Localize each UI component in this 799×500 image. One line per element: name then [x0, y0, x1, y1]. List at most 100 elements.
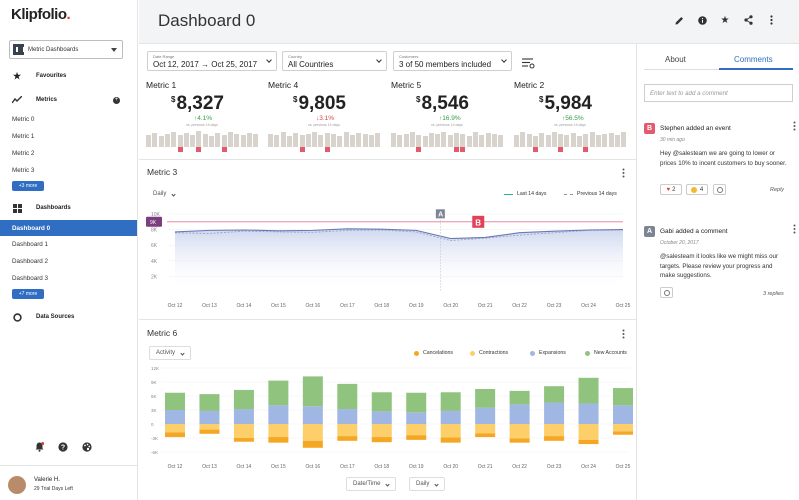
bar-segment-new-accounts[interactable] — [509, 390, 530, 405]
replies-link[interactable]: 3 replies — [763, 291, 784, 297]
add-reaction-button[interactable] — [713, 184, 726, 195]
bar-segment-contractions[interactable] — [406, 424, 427, 436]
bar-segment-contractions[interactable] — [578, 424, 599, 440]
bar-segment-expansions[interactable] — [233, 409, 254, 424]
sidebar-favourites[interactable]: ★ Favourites — [12, 71, 66, 81]
sidebar-item-metric-2[interactable]: Metric 2 — [0, 145, 137, 161]
bar-segment-expansions[interactable] — [578, 403, 599, 424]
metrics-more-button[interactable]: +3 more — [12, 181, 44, 191]
user-profile[interactable]: Valerie H. 29 Trial Days Left — [0, 465, 137, 500]
bar-segment-expansions[interactable] — [475, 407, 496, 424]
bar-segment-new-accounts[interactable] — [371, 392, 392, 412]
bar-segment-expansions[interactable] — [440, 410, 461, 424]
metric-tile[interactable]: Metric 5 $8,546 ↑16.9% vs. previous 14 d… — [391, 80, 506, 160]
bar-segment-new-accounts[interactable] — [268, 380, 289, 406]
add-metric-icon[interactable]: + — [113, 97, 120, 104]
date-range-filter[interactable]: Date Range Oct 12, 2017 → Oct 25, 2017 — [147, 51, 277, 71]
bar-segment-expansions[interactable] — [509, 404, 530, 424]
bar-segment-cancelations[interactable] — [613, 431, 633, 435]
bar-segment-new-accounts[interactable] — [337, 383, 358, 410]
bar-segment-new-accounts[interactable] — [199, 394, 220, 411]
tab-about[interactable]: About — [665, 55, 686, 64]
bar-segment-new-accounts[interactable] — [544, 386, 565, 403]
metric6-more-icon[interactable] — [622, 329, 625, 339]
bar-segment-expansions[interactable] — [371, 411, 392, 424]
annotation-b-marker[interactable] — [472, 215, 485, 228]
bar-segment-cancelations[interactable] — [509, 438, 530, 443]
bar-segment-contractions[interactable] — [371, 424, 392, 438]
bar-segment-cancelations[interactable] — [165, 432, 185, 438]
date-time-select[interactable]: Date/Time — [346, 477, 397, 491]
bar-segment-contractions[interactable] — [337, 424, 358, 437]
palette-icon[interactable] — [82, 442, 92, 452]
sidebar-dashboards[interactable]: Dashboards — [12, 203, 71, 213]
sidebar-item-dashboard-0[interactable]: Dashboard 0 — [0, 220, 137, 236]
bar-segment-contractions[interactable] — [509, 424, 530, 439]
bar-segment-expansions[interactable] — [406, 412, 427, 424]
bar-segment-new-accounts[interactable] — [302, 376, 323, 407]
granularity-select[interactable]: Daily — [409, 477, 446, 491]
bar-segment-expansions[interactable] — [302, 406, 323, 424]
bar-segment-cancelations[interactable] — [578, 439, 599, 445]
bar-segment-contractions[interactable] — [233, 424, 254, 438]
laugh-reaction[interactable]: 4 — [686, 184, 708, 195]
bar-segment-new-accounts[interactable] — [165, 392, 185, 410]
bar-segment-new-accounts[interactable] — [475, 389, 496, 408]
annotation-a-marker[interactable] — [435, 209, 445, 219]
bar-segment-contractions[interactable] — [440, 424, 461, 438]
bar-segment-new-accounts[interactable] — [233, 389, 254, 410]
bar-segment-contractions[interactable] — [475, 424, 496, 434]
bar-segment-cancelations[interactable] — [268, 437, 289, 443]
sidebar-item-metric-1[interactable]: Metric 1 — [0, 128, 137, 144]
bar-segment-cancelations[interactable] — [233, 438, 254, 442]
edit-icon[interactable] — [674, 14, 684, 26]
customers-filter[interactable]: Customers 3 of 50 members included — [393, 51, 512, 71]
bar-segment-cancelations[interactable] — [440, 437, 461, 443]
sidebar-item-dashboard-2[interactable]: Dashboard 2 — [0, 253, 137, 269]
sidebar-item-dashboard-3[interactable]: Dashboard 3 — [0, 270, 137, 286]
bar-segment-contractions[interactable] — [613, 424, 633, 432]
bar-segment-new-accounts[interactable] — [578, 377, 599, 404]
bar-segment-contractions[interactable] — [165, 424, 185, 433]
comment-more-icon[interactable] — [793, 121, 796, 131]
metric-tile[interactable]: Metric 1 $8,327 ↑4.1% vs. previous 14 da… — [146, 80, 261, 160]
comment-more-icon[interactable] — [793, 224, 796, 234]
bar-segment-cancelations[interactable] — [475, 433, 496, 438]
bar-segment-contractions[interactable] — [302, 424, 323, 441]
bar-segment-cancelations[interactable] — [302, 440, 323, 448]
metric-tile[interactable]: Metric 4 $9,805 ↓3.1% vs. previous 14 da… — [268, 80, 383, 160]
info-icon[interactable] — [697, 14, 707, 26]
favourite-star-icon[interactable]: ★ — [720, 14, 730, 26]
sidebar-data-sources[interactable]: Data Sources — [12, 312, 74, 322]
bar-segment-expansions[interactable] — [544, 402, 565, 424]
country-filter[interactable]: Country All Countries — [282, 51, 387, 71]
bar-segment-new-accounts[interactable] — [613, 388, 633, 406]
comment-input[interactable]: Enter text to add a comment — [644, 84, 793, 102]
bar-segment-contractions[interactable] — [544, 424, 565, 437]
help-icon[interactable]: ? — [58, 442, 68, 452]
bar-segment-cancelations[interactable] — [199, 429, 220, 434]
sidebar-item-metric-3[interactable]: Metric 3 — [0, 162, 137, 178]
more-vertical-icon[interactable] — [766, 14, 776, 26]
bar-segment-expansions[interactable] — [165, 410, 185, 424]
sidebar-item-dashboard-1[interactable]: Dashboard 1 — [0, 236, 137, 252]
bar-segment-cancelations[interactable] — [544, 436, 565, 441]
metric3-more-icon[interactable] — [622, 168, 625, 178]
filter-settings-icon[interactable] — [522, 56, 535, 69]
bell-icon[interactable] — [34, 442, 44, 452]
metric3-interval-select[interactable]: Daily — [153, 191, 176, 197]
bar-segment-new-accounts[interactable] — [440, 392, 461, 411]
bar-segment-expansions[interactable] — [268, 405, 289, 424]
bar-segment-expansions[interactable] — [337, 409, 358, 424]
bar-segment-contractions[interactable] — [268, 424, 289, 438]
sidebar-metrics[interactable]: Metrics — [12, 95, 57, 105]
dashboards-more-button[interactable]: +7 more — [12, 289, 44, 299]
bar-segment-expansions[interactable] — [613, 405, 633, 424]
workspace-select[interactable]: Metric Dashboards — [9, 40, 123, 59]
bar-segment-cancelations[interactable] — [371, 437, 392, 443]
bar-segment-contractions[interactable] — [199, 424, 220, 430]
heart-reaction[interactable]: ♥ 2 — [660, 184, 682, 195]
bar-segment-cancelations[interactable] — [337, 436, 358, 441]
sidebar-item-metric-0[interactable]: Metric 0 — [0, 111, 137, 127]
logo[interactable]: Klipfolio. — [11, 6, 71, 23]
